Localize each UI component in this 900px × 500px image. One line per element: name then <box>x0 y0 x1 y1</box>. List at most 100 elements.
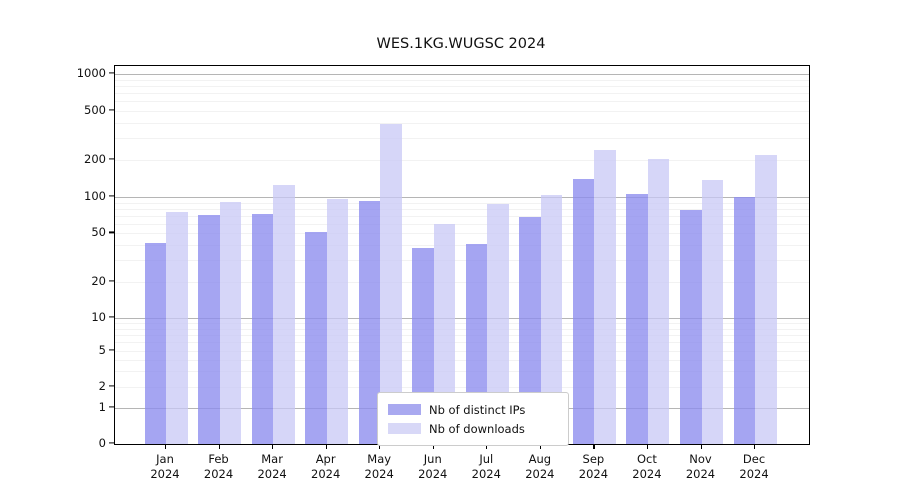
month-label: Oct <box>636 452 657 466</box>
year-label: 2024 <box>525 467 555 481</box>
bar-nb-of-downloads-apr <box>326 198 349 444</box>
y-tick-mark <box>109 442 114 444</box>
gridline <box>115 323 809 325</box>
month-label: Jun <box>423 452 442 466</box>
y-tick-label: 100 <box>84 189 106 203</box>
year-label: 2024 <box>418 467 448 481</box>
gridline <box>115 138 809 140</box>
y-tick-label: 10 <box>91 310 106 324</box>
bar-nb-of-downloads-mar <box>273 185 295 444</box>
x-tick-label-jul: Jul 2024 <box>456 452 516 482</box>
gridline <box>115 260 809 262</box>
x-tick-mark <box>379 444 381 449</box>
legend-item-distinct-ips: Nb of distinct IPs <box>378 403 568 417</box>
year-label: 2024 <box>739 467 769 481</box>
month-label: Feb <box>208 452 229 466</box>
y-tick-label: 20 <box>91 273 106 288</box>
gridline <box>115 334 809 336</box>
gridline-major <box>115 74 809 75</box>
bar-nb-of-distinct-ips-may <box>358 201 381 444</box>
bar-nb-of-downloads-sep <box>594 150 616 444</box>
y-tick-mark <box>109 195 114 197</box>
gridline <box>115 159 809 161</box>
bar-nb-of-downloads-nov <box>701 179 723 444</box>
gridline <box>115 359 809 361</box>
gridline <box>115 371 809 373</box>
legend-label-distinct-ips: Nb of distinct IPs <box>429 402 526 417</box>
y-tick-label: 200 <box>84 151 106 166</box>
gridline <box>115 245 809 247</box>
bar-nb-of-downloads-may <box>380 124 402 444</box>
x-tick-mark <box>593 444 595 449</box>
x-tick-mark <box>272 444 274 449</box>
month-label: Mar <box>261 452 283 466</box>
x-tick-label-mar: Mar 2024 <box>242 452 302 482</box>
bar-nb-of-downloads-dec <box>755 154 777 444</box>
bar-nb-of-distinct-ips-apr <box>305 232 327 444</box>
month-label: Aug <box>528 452 552 466</box>
y-tick-label: 5 <box>98 343 106 357</box>
month-label: Nov <box>689 452 712 466</box>
x-tick-mark <box>646 444 649 449</box>
y-tick-mark <box>109 279 114 282</box>
y-tick-label: 0 <box>98 436 106 450</box>
x-tick-label-aug: Aug 2024 <box>510 452 570 482</box>
year-label: 2024 <box>203 467 234 481</box>
gridline-major <box>115 197 809 198</box>
x-tick-mark <box>700 444 702 449</box>
gridline <box>115 351 809 352</box>
legend-label-downloads: Nb of downloads <box>429 421 525 436</box>
y-tick-label: 500 <box>84 103 106 118</box>
x-tick-label-apr: Apr 2024 <box>296 452 356 482</box>
x-tick-label-feb: Feb 2024 <box>189 452 249 482</box>
y-tick-mark <box>109 385 114 387</box>
year-label: 2024 <box>632 467 662 481</box>
bar-nb-of-distinct-ips-mar <box>251 213 274 444</box>
legend: Nb of distinct IPs Nb of downloads <box>377 392 569 446</box>
legend-item-downloads: Nb of downloads <box>378 422 568 436</box>
year-label: 2024 <box>685 467 716 481</box>
bar-nb-of-downloads-jul <box>487 203 509 444</box>
bar-nb-of-distinct-ips-jan <box>144 242 166 444</box>
x-tick-label-sep: Sep 2024 <box>563 452 623 482</box>
x-tick-label-jan: Jan 2024 <box>135 452 195 482</box>
y-tick-mark <box>109 109 114 111</box>
month-label: Apr <box>315 452 336 466</box>
plot-area <box>114 65 810 445</box>
gridline <box>115 223 809 225</box>
gridline <box>115 93 809 95</box>
gridline <box>115 79 809 81</box>
x-tick-mark <box>218 444 220 449</box>
gridline <box>115 233 809 235</box>
gridline <box>115 215 809 217</box>
y-tick-label: 2 <box>98 379 106 393</box>
month-label: Jul <box>479 452 494 466</box>
gridline <box>115 202 809 204</box>
x-tick-mark <box>754 444 756 449</box>
gridline <box>115 342 809 344</box>
y-tick-mark <box>109 406 114 408</box>
legend-swatch-downloads <box>388 423 421 434</box>
bar-nb-of-distinct-ips-oct <box>626 194 648 444</box>
gridline <box>115 101 809 103</box>
x-tick-label-nov: Nov 2024 <box>671 452 731 482</box>
x-tick-mark <box>325 444 327 449</box>
bar-nb-of-downloads-feb <box>219 201 242 444</box>
bar-nb-of-distinct-ips-sep <box>572 179 595 444</box>
gridline <box>115 281 809 283</box>
bar-nb-of-distinct-ips-feb <box>198 215 220 444</box>
gridline <box>115 122 809 124</box>
y-tick-label: 1 <box>98 400 106 414</box>
x-tick-label-oct: Oct 2024 <box>617 452 677 482</box>
y-tick-mark <box>109 72 114 74</box>
gridline <box>115 387 809 388</box>
y-tick-mark <box>109 158 114 160</box>
month-label: Dec <box>742 452 766 466</box>
year-label: 2024 <box>364 467 394 481</box>
y-tick-mark <box>109 316 114 318</box>
legend-swatch-distinct-ips <box>388 404 421 415</box>
bar-nb-of-downloads-oct <box>647 158 670 444</box>
x-tick-mark <box>165 444 167 449</box>
year-label: 2024 <box>150 467 180 481</box>
bar-nb-of-downloads-jun <box>433 223 456 444</box>
